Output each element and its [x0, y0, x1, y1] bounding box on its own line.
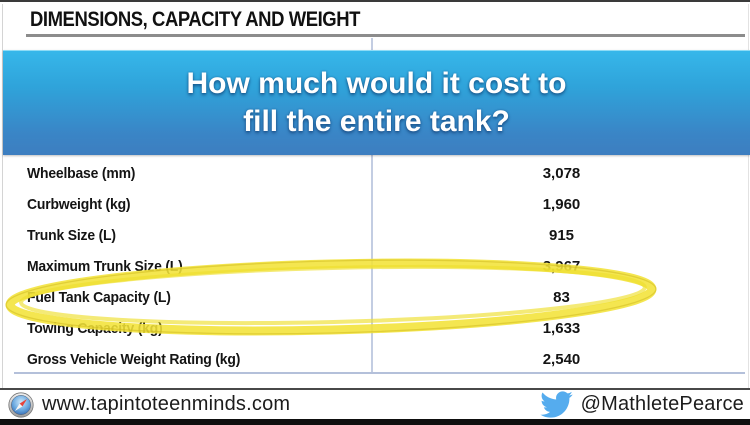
row-value: 1,960	[542, 196, 581, 213]
table-bottom-border	[14, 372, 745, 374]
twitter-bird-icon	[539, 391, 573, 418]
title-underline	[26, 34, 745, 37]
spec-table: Wheelbase (mm) 3,078 Curbweight (kg) 1,9…	[0, 158, 750, 375]
row-label: Maximum Trunk Size (L)	[27, 258, 183, 275]
page-title: DIMENSIONS, CAPACITY AND WEIGHT	[30, 8, 360, 31]
table-row: Wheelbase (mm) 3,078	[0, 158, 750, 189]
row-label: Wheelbase (mm)	[27, 165, 136, 182]
row-label: Trunk Size (L)	[27, 227, 116, 244]
twitter-handle[interactable]: @MathletePearce	[580, 393, 744, 415]
table-row: Trunk Size (L) 915	[0, 220, 750, 251]
table-left-border	[2, 4, 3, 388]
row-value: 915	[548, 227, 575, 244]
safari-compass-icon	[8, 391, 34, 418]
row-value: 1,633	[542, 320, 581, 337]
row-value: 2,540	[542, 351, 581, 368]
row-label: Fuel Tank Capacity (L)	[27, 289, 171, 306]
table-row: Towing Capacity (kg) 1,633	[0, 313, 750, 344]
top-edge-strip	[0, 0, 750, 2]
row-label: Gross Vehicle Weight Rating (kg)	[27, 351, 241, 368]
question-line-1: How much would it cost to	[186, 67, 567, 100]
table-row: Curbweight (kg) 1,960	[0, 189, 750, 220]
table-column-divider	[371, 38, 373, 372]
table-row: Gross Vehicle Weight Rating (kg) 2,540	[0, 344, 750, 375]
website-link[interactable]: www.tapintoteenminds.com	[42, 393, 291, 415]
row-label: Curbweight (kg)	[27, 196, 131, 213]
table-right-border	[748, 4, 749, 388]
footer-twitter-group: @MathletePearce	[539, 391, 744, 418]
question-banner: How much would it cost to fill the entir…	[3, 50, 750, 155]
table-row: Maximum Trunk Size (L) 3,967	[0, 251, 750, 282]
footer-bar: www.tapintoteenminds.com @MathletePearce	[0, 388, 750, 419]
table-row-fuel-tank-capacity: Fuel Tank Capacity (L) 83	[0, 282, 750, 313]
bottom-black-bar	[0, 419, 750, 425]
row-value: 83	[553, 289, 570, 306]
clipped-column-header-fragments	[430, 42, 690, 50]
question-line-2: fill the entire tank?	[243, 105, 510, 138]
row-label: Towing Capacity (kg)	[27, 320, 163, 337]
row-value: 3,078	[542, 165, 581, 182]
row-value: 3,967	[542, 258, 581, 275]
footer-website-group: www.tapintoteenminds.com	[8, 391, 291, 418]
